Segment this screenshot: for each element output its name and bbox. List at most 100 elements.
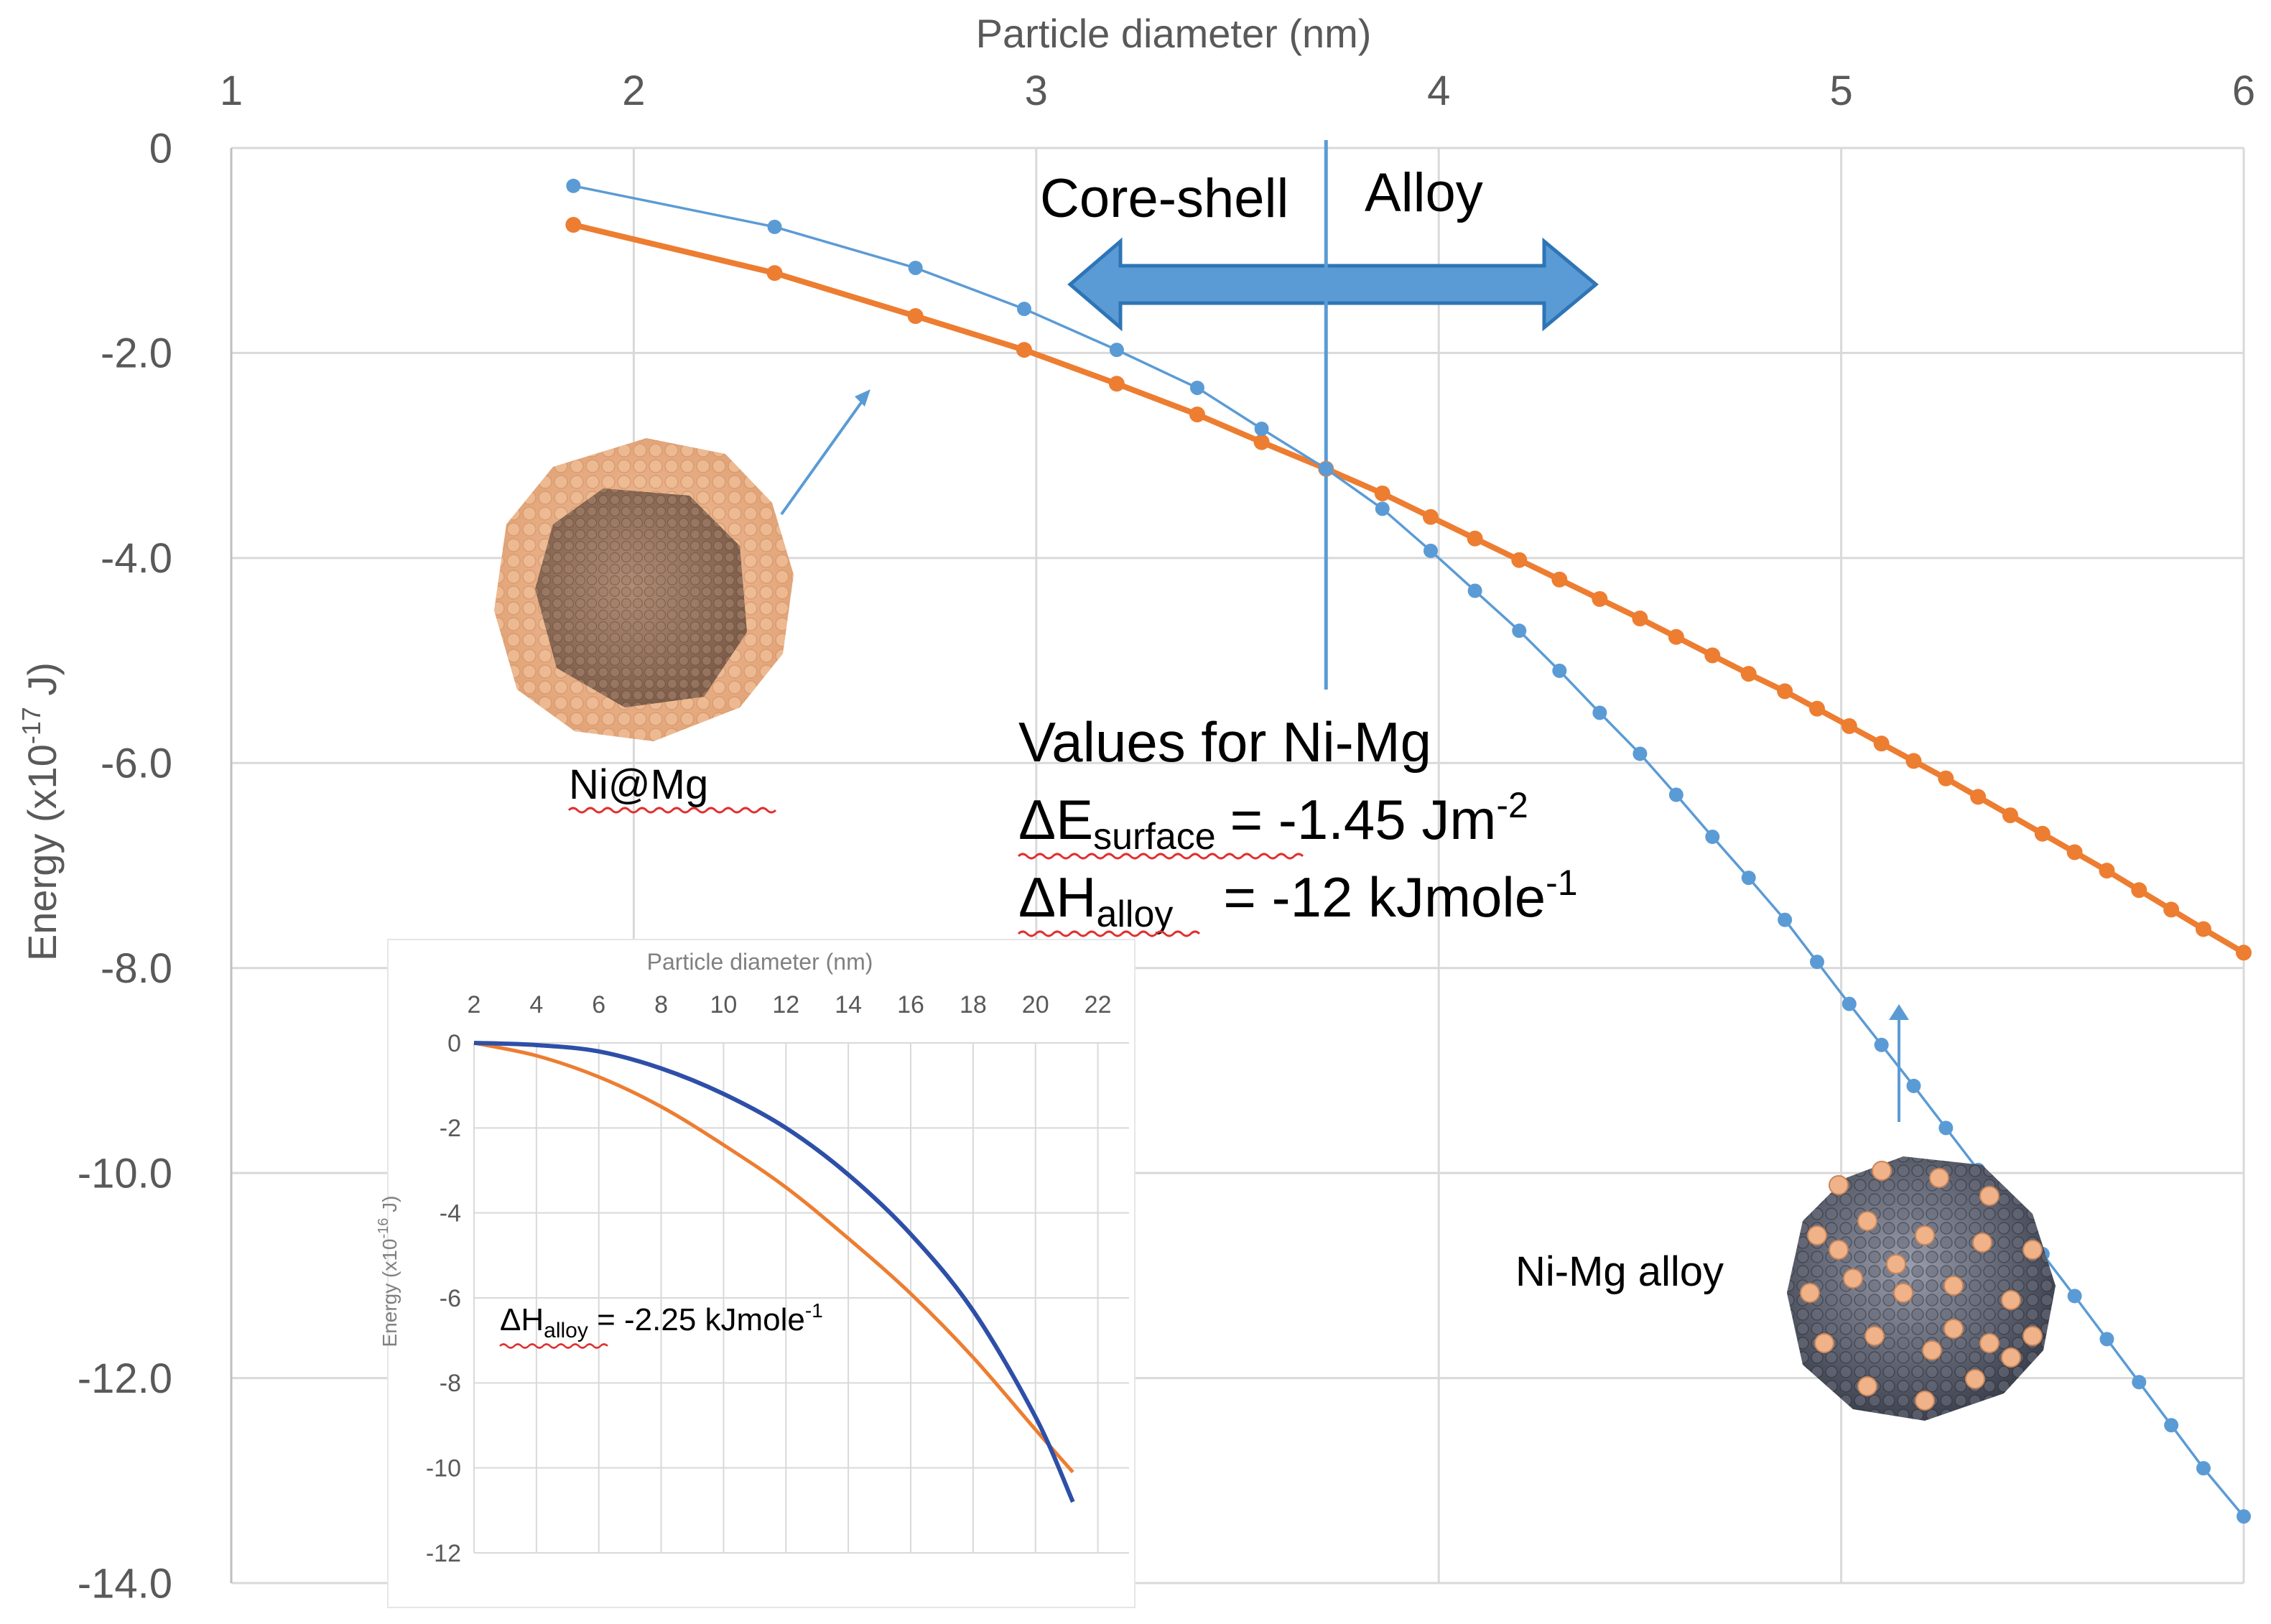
series-point-0 [1704,647,1721,664]
inset-x-axis-title: Particle diameter (nm) [647,949,873,975]
x-tick-label: 10 [710,991,738,1019]
inset-y-tick-labels: 0 -2 -4 -6 -8 -10 -12 [426,1030,461,1567]
y-tick-label: -4.0 [101,535,172,582]
series-point-0 [565,217,582,233]
series-point-0 [1422,509,1439,525]
series-point-1 [2067,1289,2082,1304]
main-series [565,178,2252,1524]
x-tick-label: 2 [468,991,481,1019]
ni-at-mg-pointer-line [780,392,869,516]
series-point-1 [1189,380,1204,395]
phase-double-arrow [1067,237,1599,332]
y-tick-label: -6 [440,1285,461,1312]
series-point-0 [1374,485,1390,501]
alloy-pointer-head [1889,1004,1909,1020]
x-tick-label: 2 [622,68,645,114]
mg-atom [1864,1326,1885,1346]
mg-atom [1893,1283,1913,1303]
mg-atom [1972,1233,1992,1253]
series-point-0 [1189,407,1205,423]
x-tick-label: 3 [1025,68,1048,114]
series-point-0 [1467,530,1483,547]
ni-at-mg-label-underline [567,807,777,814]
y-tick-label: -12.0 [78,1355,172,1402]
main-y-axis-title: Energy (x10-17 J) [17,662,65,961]
series-point-0 [1777,683,1793,700]
mg-atom [1915,1391,1935,1411]
mg-atom [2001,1290,2021,1310]
mg-atom [1943,1276,1964,1296]
series-point-1 [908,260,923,275]
alloy-label: Alloy [1365,162,1483,223]
series-point-0 [1668,628,1684,645]
series-point-0 [2195,921,2211,937]
series-point-0 [907,308,924,325]
x-tick-label: 4 [1427,68,1450,114]
series-point-1 [2196,1461,2211,1476]
mg-atom [1943,1319,1964,1339]
x-tick-label: 12 [772,991,799,1019]
mg-atom [1979,1186,2000,1206]
mg-atom [1965,1369,1985,1389]
mg-atom [2001,1347,2021,1368]
series-point-1 [767,219,782,234]
series-point-0 [2034,825,2051,842]
series-point-1 [1874,1037,1889,1052]
series-point-0 [1016,342,1032,358]
series-point-0 [1592,590,1608,607]
mg-atom [1857,1376,1877,1396]
delta-e-underline [1017,853,1304,860]
mg-atom [1814,1333,1834,1353]
series-point-0 [1873,736,1890,752]
mg-atom [1800,1283,1820,1303]
series-point-1 [2132,1375,2147,1390]
series-point-0 [2066,844,2083,860]
x-tick-label: 14 [835,991,862,1019]
series-point-1 [1842,996,1857,1011]
y-tick-label: 0 [149,125,172,172]
mg-atom [2022,1326,2043,1346]
series-point-0 [766,265,783,282]
main-x-axis-title: Particle diameter (nm) [976,11,1372,56]
mg-atom [1807,1225,1827,1245]
mg-atom [1929,1168,1949,1188]
ni-mg-alloy-label: Ni-Mg alloy [1515,1248,1724,1295]
inset-background [387,939,1136,1608]
x-tick-label: 18 [960,991,987,1019]
y-tick-label: -10.0 [78,1150,172,1197]
series-point-1 [1592,705,1607,720]
y-tick-label: 0 [447,1030,461,1057]
series-point-0 [1938,770,1954,787]
series-point-0 [2236,945,2252,961]
series-point-1 [1809,955,1824,970]
series-point-0 [1841,718,1857,734]
delta-e-surface: ΔEsurface = -1.45 Jm-2 [1018,785,1528,858]
series-point-1 [1319,461,1334,476]
mg-atom [1829,1240,1849,1260]
y-tick-label: -2 [440,1115,461,1142]
mg-atom [2022,1240,2043,1260]
ni-mg-alloy-particle-image [1787,1156,2056,1421]
series-point-0 [1905,753,1922,769]
y-tick-label: -8.0 [101,945,172,992]
y-tick-label: -2.0 [101,330,172,377]
series-point-0 [1632,611,1648,627]
core-shell-label: Core-shell [1040,168,1288,229]
y-tick-label: -14.0 [78,1560,172,1607]
series-point-1 [566,178,581,193]
inset-series [473,1041,1075,1503]
inset-gridlines [473,1042,1129,1554]
x-tick-label: 1 [220,68,243,114]
x-tick-label: 5 [1829,68,1852,114]
mg-atom [1857,1211,1877,1231]
main-x-tick-labels: 1 2 3 4 5 6 [220,68,2255,114]
ni-at-mg-label: Ni@Mg [569,761,708,808]
mg-atom [1979,1333,2000,1353]
series-point-1 [1109,343,1124,358]
x-tick-label: 4 [529,991,543,1019]
series-point-0 [1253,434,1270,450]
x-tick-label: 8 [654,991,668,1019]
series-point-0 [2131,882,2147,899]
